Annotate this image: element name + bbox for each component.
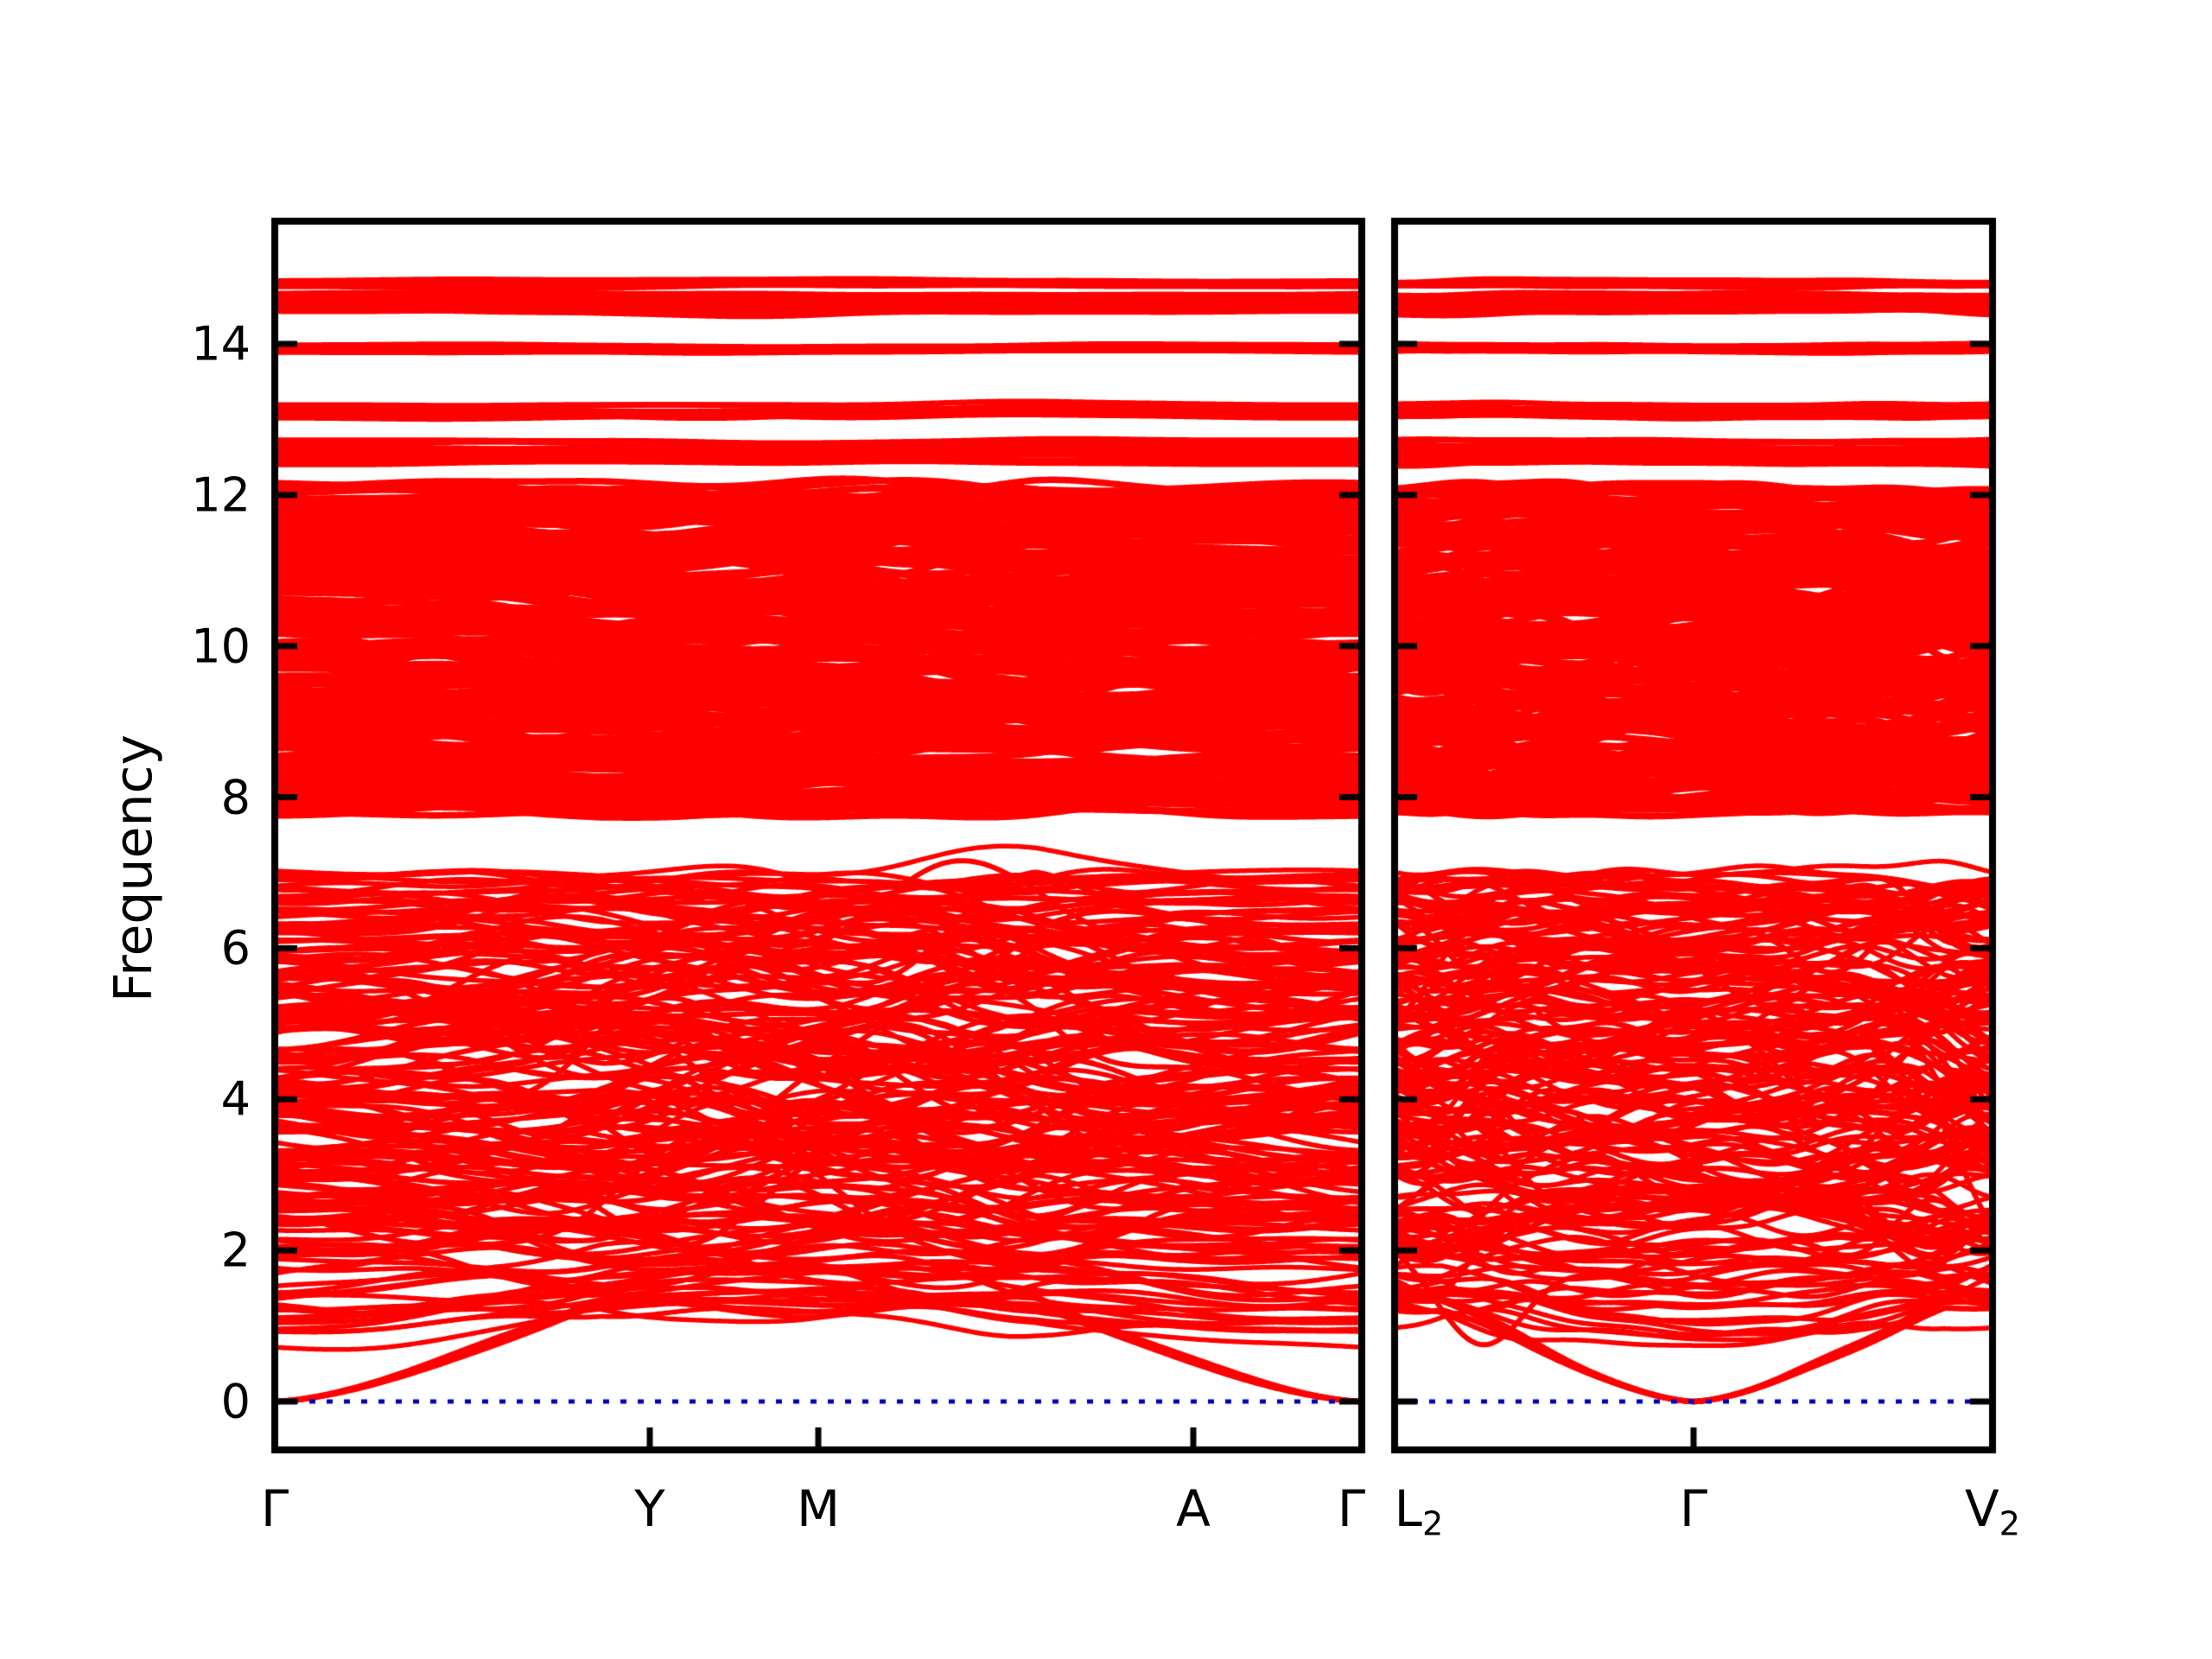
y-axis-tick-label: 4 <box>220 1071 251 1127</box>
x-axis-tick-label: Γ <box>1337 1479 1366 1538</box>
x-axis-tick-label: L2 <box>1394 1479 1444 1544</box>
y-axis-tick-label: 12 <box>191 467 251 523</box>
y-axis-tick-label: 2 <box>220 1223 251 1278</box>
x-axis-tick-label: Y <box>634 1479 665 1538</box>
y-axis-tick-label: 6 <box>220 920 251 976</box>
y-axis-tick-label: 10 <box>191 619 251 674</box>
x-axis-tick-label: A <box>1176 1479 1211 1538</box>
y-axis-tick-label: 14 <box>191 316 251 372</box>
x-axis-tick-label: Γ <box>260 1479 289 1538</box>
x-axis-tick-label: M <box>796 1479 841 1538</box>
x-axis-tick-label: V2 <box>1964 1479 2021 1544</box>
y-axis-tick-label: 0 <box>220 1374 251 1429</box>
y-axis-tick-label: 8 <box>220 770 251 825</box>
x-axis-tick-label: Γ <box>1679 1479 1708 1538</box>
